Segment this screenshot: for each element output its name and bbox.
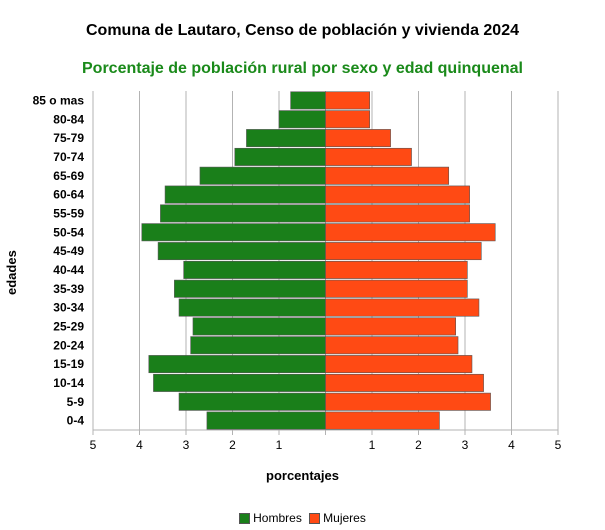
y-tick-label: 55-59: [53, 206, 84, 220]
y-tick-label: 75-79: [53, 131, 84, 145]
bar-hombres: [234, 147, 326, 166]
y-tick-label: 0-4: [67, 414, 85, 428]
y-axis-label: edades: [4, 250, 19, 295]
bar-mujeres: [325, 129, 391, 148]
bar-hombres: [160, 204, 326, 223]
bar-hombres: [153, 373, 326, 392]
bar-hombres: [141, 223, 326, 242]
legend-item-hombres: Hombres: [239, 511, 302, 525]
bar-hombres: [192, 317, 326, 336]
y-tick-label: 5-9: [67, 395, 85, 409]
bar-mujeres: [325, 242, 482, 261]
bar-mujeres: [325, 91, 370, 110]
x-tick-label: 3: [183, 438, 190, 452]
bar-mujeres: [325, 411, 440, 430]
y-tick-label: 60-64: [53, 188, 84, 202]
y-tick-label: 50-54: [53, 225, 84, 239]
y-tick-label: 45-49: [53, 244, 84, 258]
chart-title: Comuna de Lautaro, Censo de población y …: [86, 22, 519, 39]
bar-hombres: [246, 129, 326, 148]
bar-hombres: [183, 260, 326, 279]
bar-mujeres: [325, 336, 459, 355]
bar-mujeres: [325, 166, 450, 185]
bar-mujeres: [325, 223, 496, 242]
bar-mujeres: [325, 185, 470, 204]
legend-item-mujeres: Mujeres: [309, 511, 366, 525]
bar-mujeres: [325, 279, 468, 298]
y-tick-label: 80-84: [53, 112, 84, 126]
x-tick-label: 1: [276, 438, 283, 452]
bar-mujeres: [325, 204, 470, 223]
y-tick-label: 30-34: [53, 301, 84, 315]
legend-swatch-mujeres: [309, 512, 321, 524]
legend-label-hombres: Hombres: [253, 511, 302, 525]
bar-hombres: [148, 355, 326, 374]
bar-hombres: [178, 298, 326, 317]
bar-hombres: [206, 411, 326, 430]
x-tick-label: 2: [415, 438, 422, 452]
bar-hombres: [278, 110, 326, 129]
x-tick-label: 3: [462, 438, 469, 452]
y-tick-label: 85 o mas: [33, 93, 85, 107]
bar-hombres: [199, 166, 326, 185]
y-tick-label: 15-19: [53, 357, 84, 371]
x-axis-label: porcentajes: [266, 468, 339, 483]
bar-mujeres: [325, 317, 456, 336]
y-tick-label: 35-39: [53, 282, 84, 296]
bar-mujeres: [325, 147, 412, 166]
y-tick-label: 70-74: [53, 150, 84, 164]
bar-mujeres: [325, 298, 480, 317]
x-tick-label: 5: [555, 438, 562, 452]
x-tick-label: 4: [136, 438, 143, 452]
x-tick-label: 1: [369, 438, 376, 452]
bar-hombres: [290, 91, 326, 110]
legend-label-mujeres: Mujeres: [323, 511, 366, 525]
y-tick-label: 40-44: [53, 263, 84, 277]
chart-legend: Hombres Mujeres: [0, 511, 605, 527]
bar-mujeres: [325, 260, 468, 279]
legend-swatch-hombres: [239, 512, 251, 524]
y-tick-label: 20-24: [53, 338, 84, 352]
bar-hombres: [157, 242, 326, 261]
bar-mujeres: [325, 355, 473, 374]
x-tick-label: 4: [508, 438, 515, 452]
bar-mujeres: [325, 373, 484, 392]
y-tick-label: 10-14: [53, 376, 84, 390]
bar-hombres: [174, 279, 326, 298]
y-tick-label: 65-69: [53, 169, 84, 183]
bar-mujeres: [325, 392, 491, 411]
bar-mujeres: [325, 110, 370, 129]
chart-subtitle: Porcentaje de población rural por sexo y…: [82, 60, 523, 77]
bar-hombres: [178, 392, 326, 411]
x-tick-label: 5: [90, 438, 97, 452]
y-tick-label: 25-29: [53, 319, 84, 333]
x-tick-label: 2: [229, 438, 236, 452]
bar-hombres: [190, 336, 326, 355]
bar-hombres: [164, 185, 326, 204]
